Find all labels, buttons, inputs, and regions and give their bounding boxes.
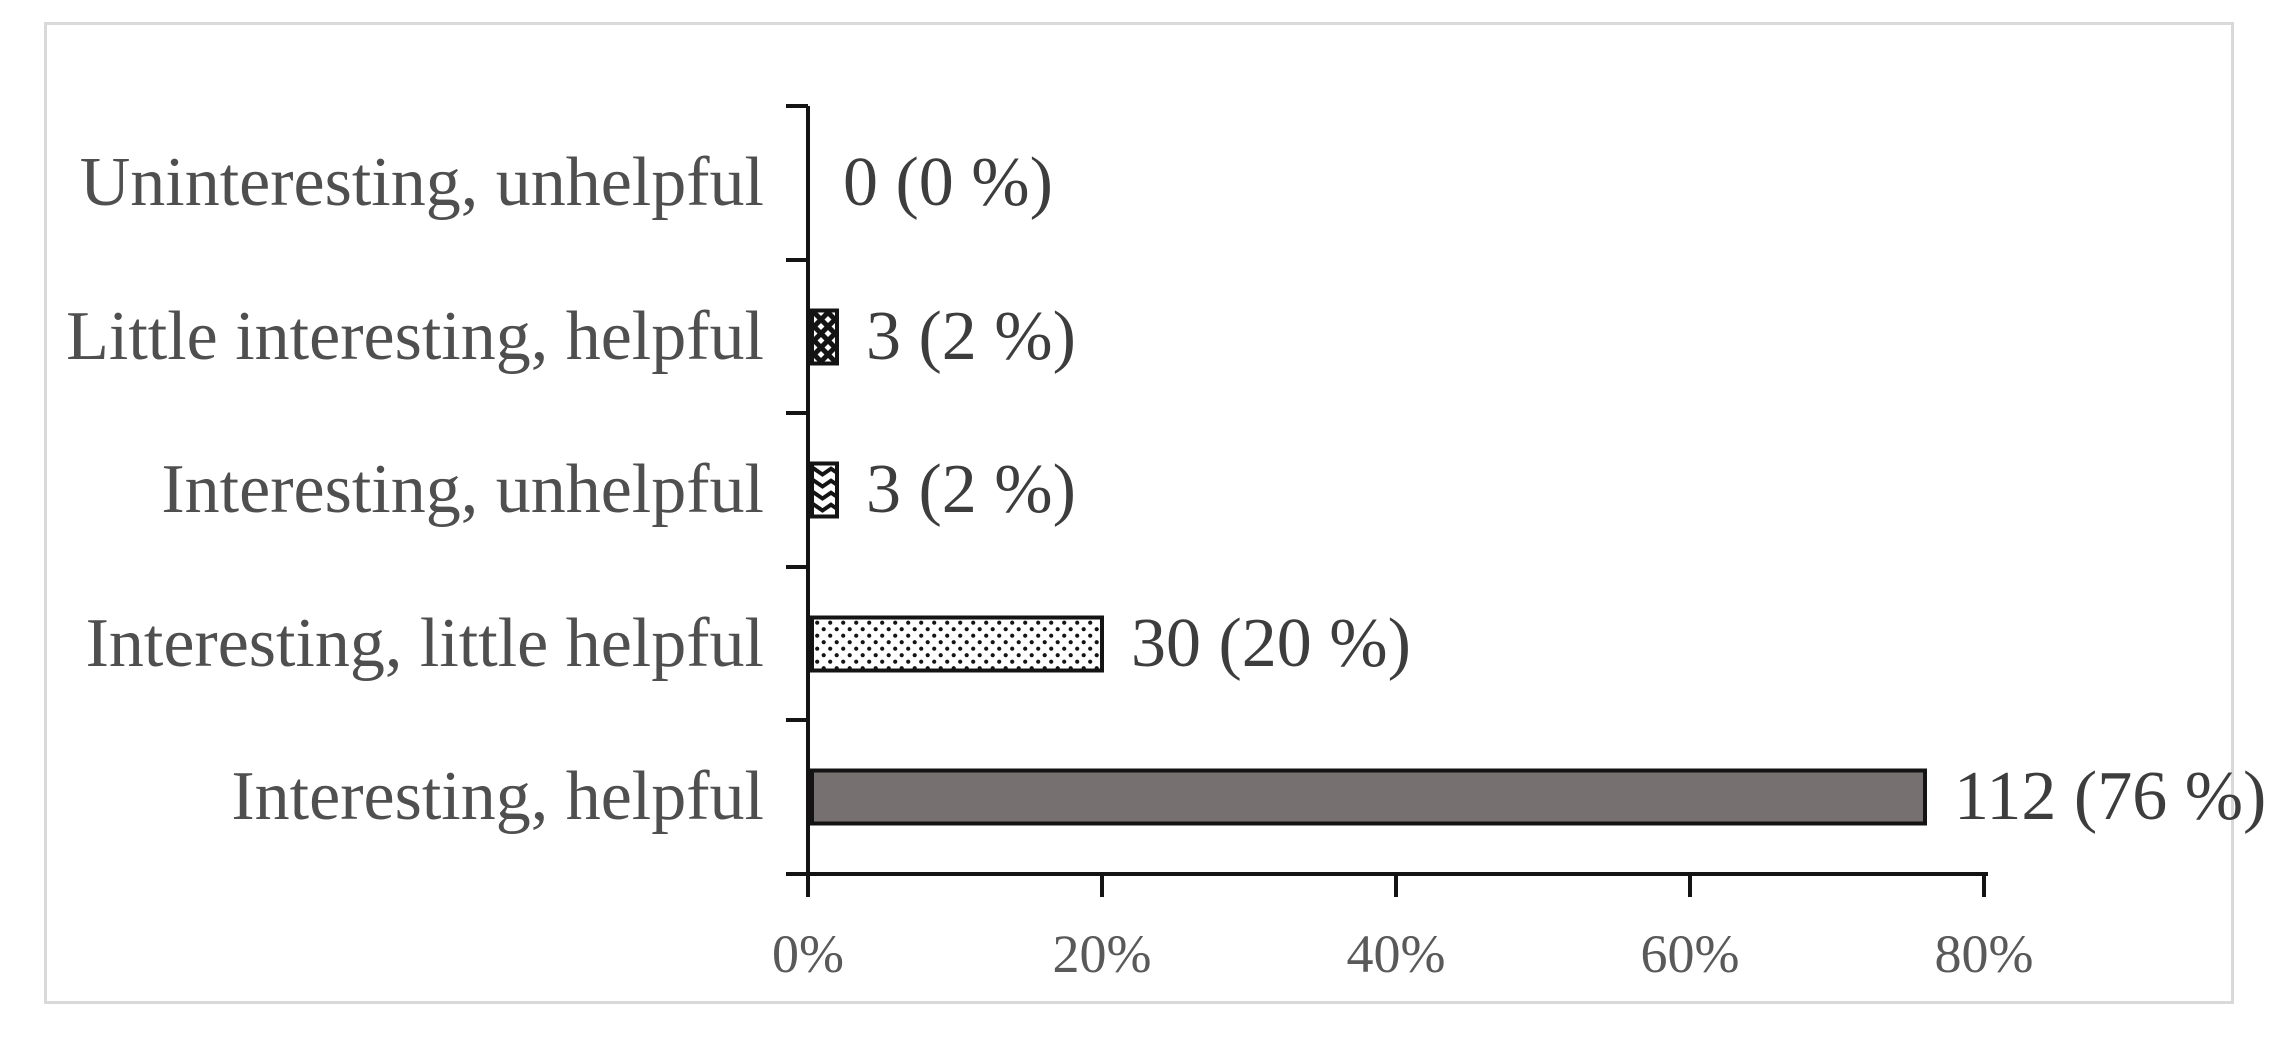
chart-row: Interesting, helpful 112 (76 %) xyxy=(0,720,2277,874)
category-label: Interesting, helpful xyxy=(231,758,764,835)
x-tick-label: 60% xyxy=(1640,924,1740,984)
value-label: 0 (0 %) xyxy=(843,144,1053,221)
bar-little-interesting-helpful xyxy=(810,308,839,366)
x-tick-label: 20% xyxy=(1052,924,1152,984)
y-axis-tick xyxy=(786,411,808,415)
value-label: 30 (20 %) xyxy=(1131,605,1411,682)
chart-row: Interesting, little helpful 30 (20 %) xyxy=(0,567,2277,721)
x-axis-tick xyxy=(1394,876,1398,897)
chart-row: Uninteresting, unhelpful 0 (0 %) xyxy=(0,106,2277,260)
chart-row: Interesting, unhelpful 3 (2 %) xyxy=(0,413,2277,567)
y-axis-tick xyxy=(786,565,808,569)
bar-interesting-helpful xyxy=(810,768,1927,826)
chart-frame xyxy=(44,22,2234,1004)
x-tick-label: 40% xyxy=(1346,924,1446,984)
value-label: 112 (76 %) xyxy=(1954,758,2267,835)
x-tick-label: 0% xyxy=(772,924,844,984)
value-label: 3 (2 %) xyxy=(866,298,1076,375)
x-axis-tick xyxy=(1688,876,1692,897)
category-label: Interesting, unhelpful xyxy=(161,451,764,528)
y-axis-tick xyxy=(786,258,808,262)
category-label: Uninteresting, unhelpful xyxy=(79,144,764,221)
x-axis-tick xyxy=(1100,876,1104,897)
x-axis-tick xyxy=(806,876,810,897)
x-axis-tick xyxy=(1982,876,1986,897)
value-label: 3 (2 %) xyxy=(866,451,1076,528)
x-tick-label: 80% xyxy=(1934,924,2034,984)
y-axis-line xyxy=(806,106,810,876)
y-axis-tick xyxy=(786,104,808,108)
y-axis-tick xyxy=(786,718,808,722)
bar-interesting-little-helpful xyxy=(810,615,1104,673)
chart-row: Little interesting, helpful 3 (2 %) xyxy=(0,260,2277,414)
x-axis-line xyxy=(786,872,1988,876)
bar-interesting-unhelpful xyxy=(810,461,839,519)
category-label: Interesting, little helpful xyxy=(85,605,764,682)
category-label: Little interesting, helpful xyxy=(66,298,764,375)
